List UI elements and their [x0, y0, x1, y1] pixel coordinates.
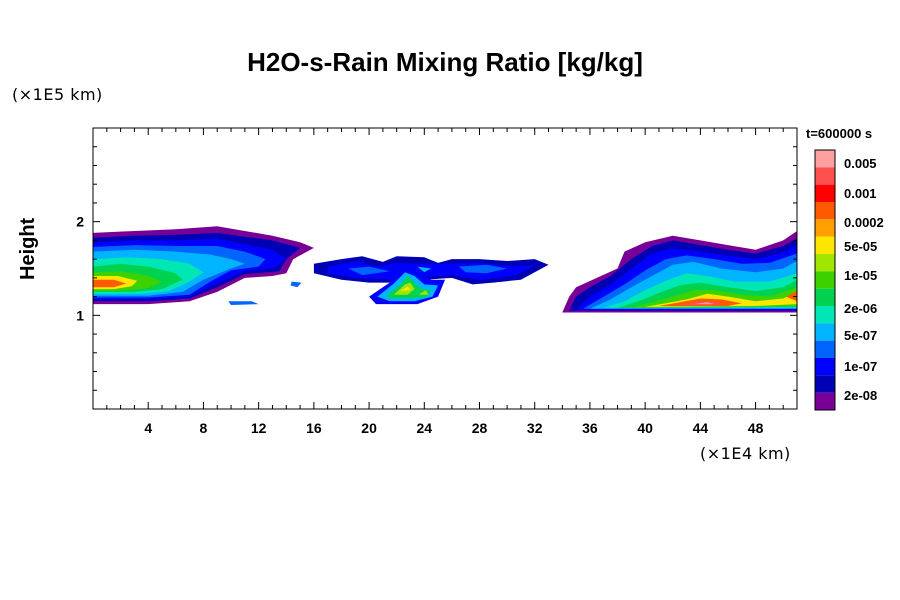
colorbar-label: 5e-05: [844, 239, 877, 254]
cloud-band: [400, 286, 411, 291]
colorbar-swatch: [815, 254, 835, 272]
colorbar-label: 2e-06: [844, 301, 877, 316]
colorbar-swatch: [815, 236, 835, 254]
x-tick-label: 44: [693, 420, 709, 436]
x-axis-scale-label: (×1E4 km): [700, 444, 791, 463]
x-tick-label: 28: [472, 420, 488, 436]
x-tick-label: 16: [306, 420, 322, 436]
colorbar-frame: [814, 149, 836, 411]
y-axis-scale-label: (×1E5 km): [12, 85, 103, 104]
colorbar-swatch: [815, 306, 835, 324]
x-tick-label: 4: [144, 420, 152, 436]
colorbar-label: 5e-07: [844, 328, 877, 343]
colorbar-label: 1e-07: [844, 359, 877, 374]
colorbar-swatch: [815, 184, 835, 202]
plot-frame: [92, 127, 798, 410]
colorbar-swatch: [815, 150, 835, 168]
colorbar-swatch: [815, 392, 835, 410]
x-tick-label: 48: [748, 420, 764, 436]
colorbar-label: 2e-08: [844, 388, 877, 403]
colorbar-swatch: [815, 219, 835, 237]
cloud-band: [348, 266, 390, 276]
colorbar-swatch: [815, 340, 835, 358]
cloud-band: [786, 291, 797, 302]
x-tick-label: 8: [200, 420, 208, 436]
chart-title: H2O-s-Rain Mixing Ratio [kg/kg]: [247, 47, 643, 77]
colorbar-swatch: [815, 375, 835, 393]
x-tick-label: 20: [361, 420, 377, 436]
x-tick-label: 12: [251, 420, 267, 436]
cloud-band: [93, 279, 127, 288]
colorbar-label: 1e-05: [844, 268, 877, 283]
colorbar-label: 0.001: [844, 186, 877, 201]
x-axis: 4 8 12 16 20 24 28 32 36 40 44 48: [106, 128, 784, 436]
x-tick-label: 36: [582, 420, 598, 436]
colorbar-label: 0.0002: [844, 215, 884, 230]
colorbar-swatch: [815, 202, 835, 220]
colorbar-label: 0.005: [844, 156, 877, 171]
cloud-band: [418, 290, 429, 295]
y-axis: 12: [76, 146, 797, 391]
colorbar: 0.005 0.001 0.0002 5e-05 1e-05 2e-06 5e-07 1e-0…: [814, 149, 884, 411]
colorbar-swatch: [815, 323, 835, 341]
x-tick-label: 40: [637, 420, 653, 436]
y-tick-label: 2: [76, 214, 84, 230]
colorbar-swatch: [815, 288, 835, 306]
cloud-band: [458, 264, 508, 274]
y-tick-label: 1: [76, 307, 84, 323]
heatmap-field: [93, 226, 797, 313]
x-tick-label: 24: [417, 420, 433, 436]
colorbar-swatch: [815, 167, 835, 185]
cloud-band: [693, 302, 715, 305]
cloud-band: [290, 281, 302, 288]
x-tick-label: 32: [527, 420, 543, 436]
time-label: t=600000 s: [806, 126, 873, 141]
colorbar-swatch: [815, 358, 835, 376]
cloud-band: [417, 266, 432, 273]
cloud-band: [228, 301, 259, 305]
colorbar-swatch: [815, 271, 835, 289]
